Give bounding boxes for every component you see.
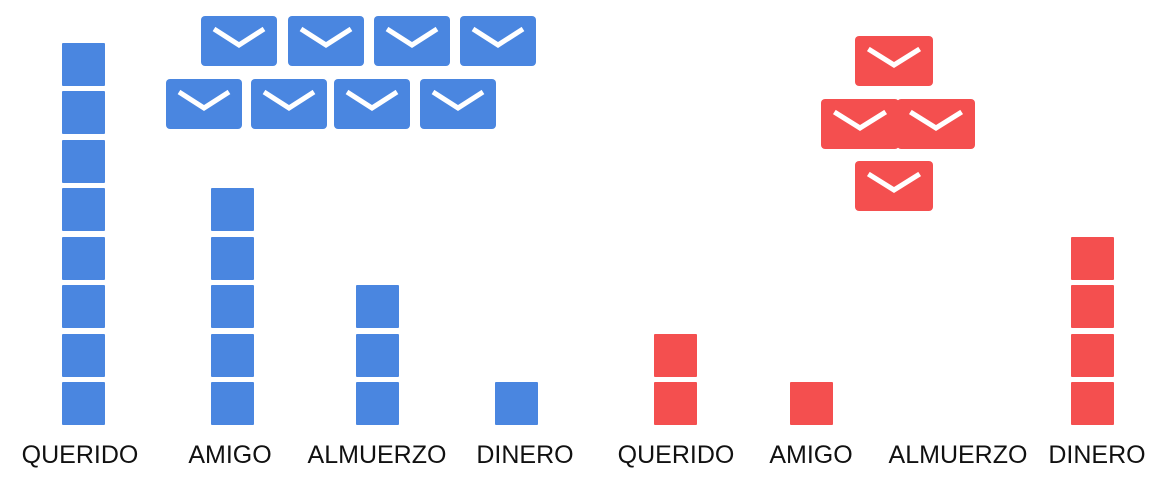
blue-count-block-amigo xyxy=(211,333,254,377)
red-envelope-icon xyxy=(855,36,933,86)
red-label-querido: QUERIDO xyxy=(617,441,735,469)
blue-count-block-querido xyxy=(62,333,105,377)
red-label-dinero: DINERO xyxy=(1048,441,1146,469)
blue-label-almuerzo: ALMUERZO xyxy=(307,441,447,469)
red-envelope-icon xyxy=(897,99,975,149)
red-count-block-dinero xyxy=(1071,236,1114,280)
red-envelope-icon xyxy=(855,161,933,211)
blue-envelope-icon xyxy=(288,16,364,66)
blue-count-block-almuerzo xyxy=(356,285,399,328)
blue-count-block-amigo xyxy=(211,188,254,231)
blue-count-block-querido xyxy=(62,139,105,183)
blue-envelope-icon xyxy=(374,16,450,66)
blue-label-querido: QUERIDO xyxy=(21,441,139,469)
blue-label-amigo: AMIGO xyxy=(188,441,272,469)
blue-count-block-querido xyxy=(62,42,105,86)
blue-count-block-almuerzo xyxy=(356,382,399,425)
blue-count-block-querido xyxy=(62,382,105,425)
blue-count-block-querido xyxy=(62,188,105,231)
blue-count-block-almuerzo xyxy=(356,333,399,377)
red-count-block-querido xyxy=(654,382,697,425)
blue-count-block-amigo xyxy=(211,285,254,328)
red-count-block-querido xyxy=(654,333,697,377)
blue-envelope-icon xyxy=(201,16,277,66)
red-count-block-dinero xyxy=(1071,333,1114,377)
red-label-almuerzo: ALMUERZO xyxy=(888,441,1028,469)
blue-count-block-amigo xyxy=(211,236,254,280)
blue-envelope-icon xyxy=(460,16,536,66)
blue-count-block-dinero xyxy=(495,382,538,425)
blue-envelope-icon xyxy=(420,79,496,129)
blue-envelope-icon xyxy=(251,79,327,129)
red-label-amigo: AMIGO xyxy=(769,441,853,469)
blue-envelope-icon xyxy=(334,79,410,129)
blue-count-block-querido xyxy=(62,285,105,328)
blue-count-block-querido xyxy=(62,236,105,280)
red-count-block-dinero xyxy=(1071,382,1114,425)
blue-envelope-icon xyxy=(166,79,242,129)
red-count-block-amigo xyxy=(790,382,833,425)
blue-label-dinero: DINERO xyxy=(476,441,574,469)
blue-count-block-amigo xyxy=(211,382,254,425)
red-envelope-icon xyxy=(821,99,899,149)
blue-count-block-querido xyxy=(62,91,105,134)
red-count-block-dinero xyxy=(1071,285,1114,328)
